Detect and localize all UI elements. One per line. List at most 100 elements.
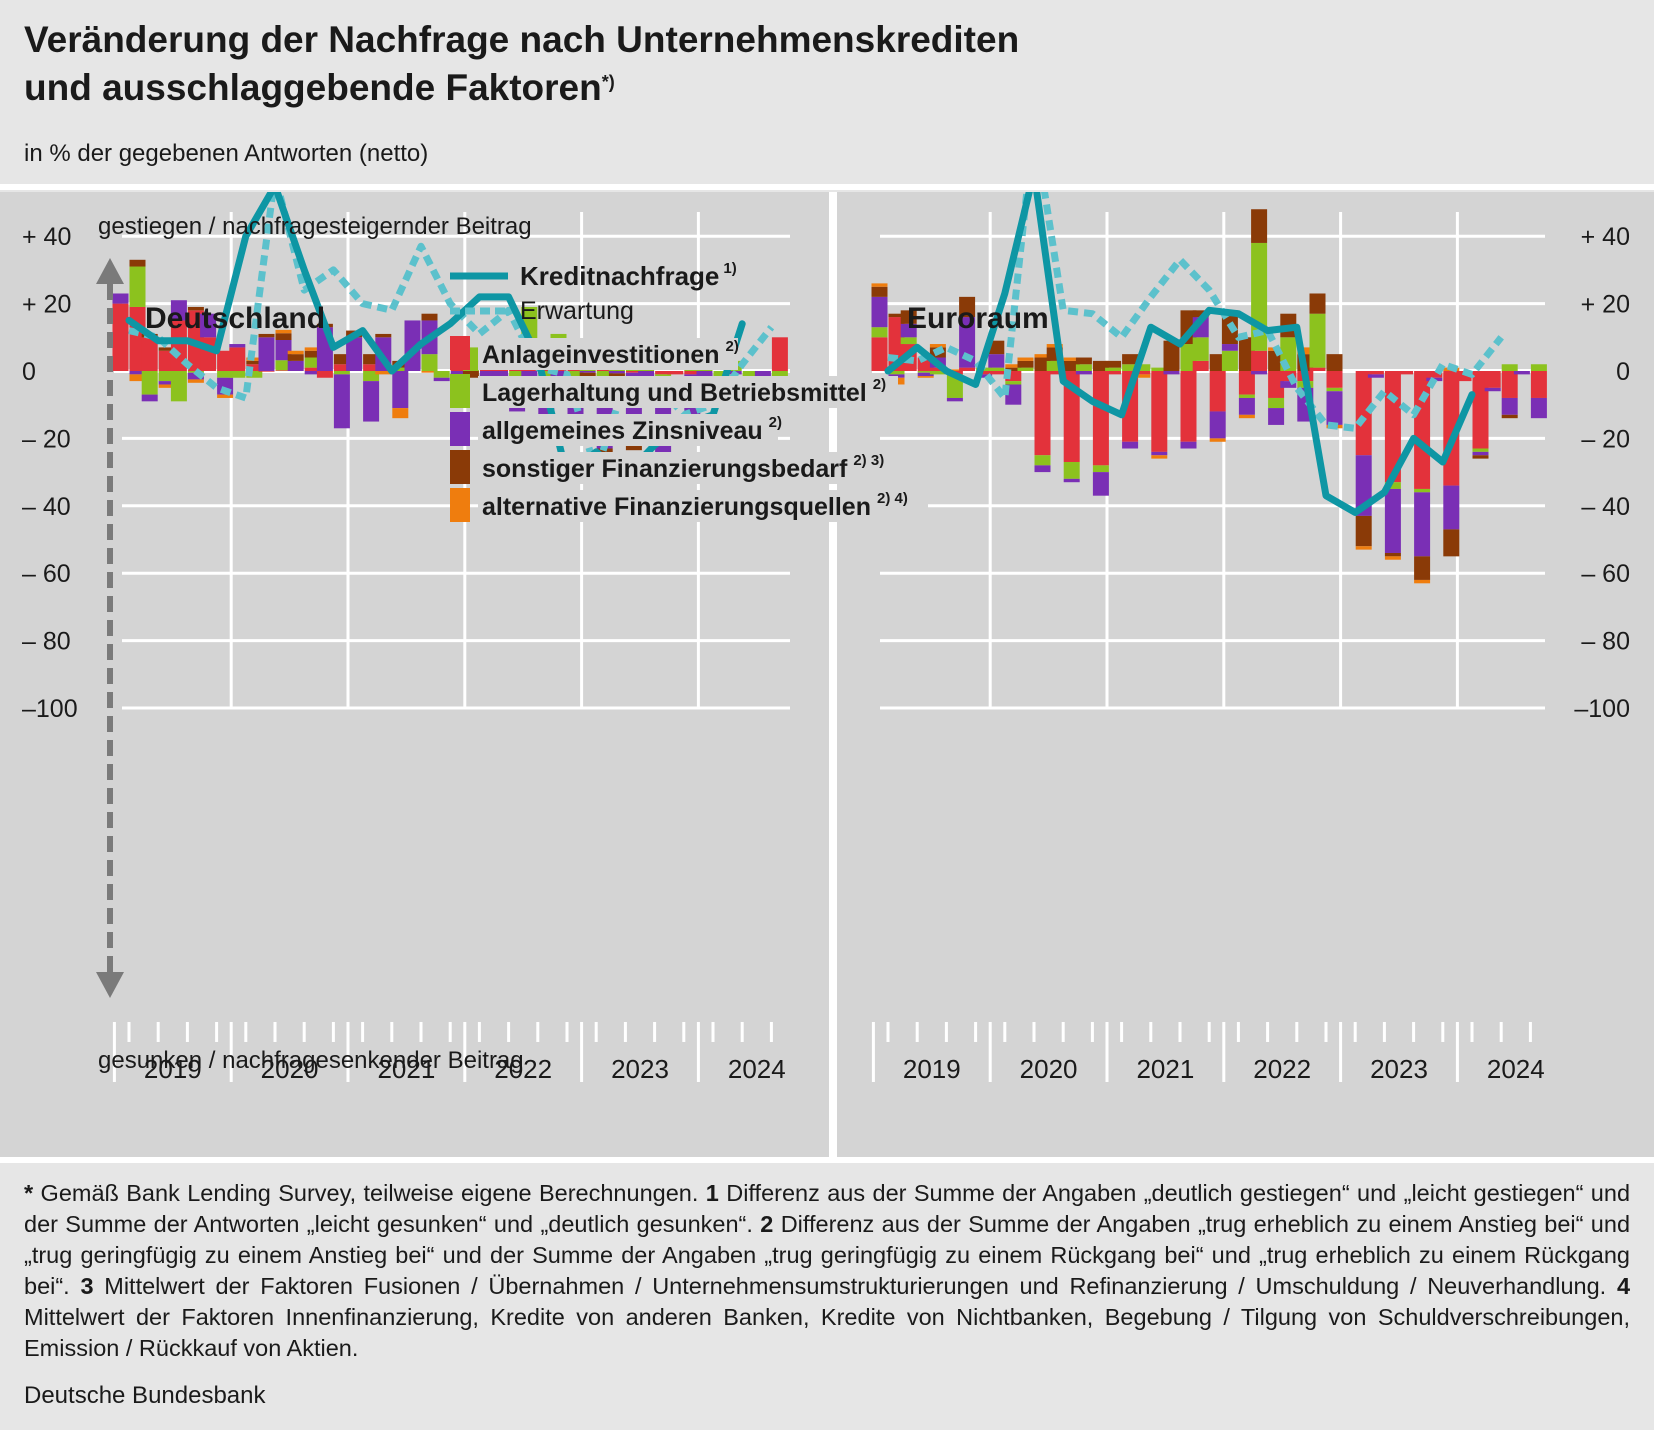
- legend-swatch-factor: [450, 412, 470, 446]
- bar-segment: [158, 371, 175, 382]
- bar-segment: [946, 397, 963, 402]
- bar-segment: [421, 313, 438, 321]
- bar-segment: [988, 371, 1005, 375]
- legend-label-bg: [478, 338, 738, 370]
- bar-segment: [392, 371, 409, 409]
- bar-segment: [1384, 488, 1401, 553]
- bar-segment: [900, 310, 917, 324]
- bar-segment: [917, 371, 934, 373]
- bar-segment: [1414, 488, 1431, 493]
- top-rule: [0, 184, 1654, 190]
- bar-segment: [900, 323, 917, 338]
- bar-segment: [1092, 360, 1109, 371]
- bar-segment: [1151, 371, 1168, 452]
- panel-title-euroraum: Euroraum: [907, 302, 1049, 335]
- bar-segment: [1092, 465, 1109, 473]
- bar-segment: [988, 367, 1005, 371]
- bar-segment: [433, 377, 450, 382]
- bar-segment: [684, 371, 701, 375]
- bar-segment: [1397, 371, 1414, 375]
- bar-segment: [1017, 357, 1034, 361]
- bar-segment: [871, 286, 888, 297]
- bar-segment: [1134, 371, 1151, 375]
- bar-segment: [375, 371, 392, 375]
- bar-segment: [217, 394, 234, 398]
- year-label: 2024: [728, 1054, 786, 1084]
- bar-segment: [1034, 455, 1051, 466]
- bar-segment: [1209, 438, 1226, 442]
- bar-segment: [771, 337, 788, 371]
- bar-segment: [275, 333, 292, 340]
- bar-segment: [392, 408, 409, 419]
- bar-segment: [521, 371, 538, 378]
- year-label: 2019: [903, 1054, 961, 1084]
- bar-segment: [917, 372, 934, 377]
- bar-segment: [871, 327, 888, 338]
- legend-label-expectation: Erwartung: [520, 297, 634, 325]
- fn-3-text: Mittelwert der Faktoren Fusionen / Übern…: [93, 1273, 1607, 1299]
- title-line-2: und ausschlaggebende Faktoren: [24, 67, 602, 108]
- bar-segment: [976, 374, 993, 378]
- y-tick-label-right: – 80: [1581, 628, 1630, 656]
- legend-swatch-factor: [450, 488, 470, 522]
- year-label: 2019: [144, 1054, 202, 1084]
- chart-background: [0, 192, 1654, 1157]
- arrow-top-label: gestiegen / nachfragesteigernder Beitrag: [98, 213, 532, 240]
- title-line-1: Veränderung der Nachfrage nach Unternehm…: [24, 19, 1020, 60]
- y-tick-label-right: – 20: [1581, 425, 1630, 453]
- bar-segment: [1326, 391, 1343, 425]
- bar-segment: [363, 364, 380, 371]
- fn-4-number: 4: [1616, 1273, 1631, 1299]
- bar-segment: [158, 350, 175, 371]
- bar-segment: [1005, 364, 1022, 368]
- bar-segment: [509, 371, 526, 378]
- bar-segment: [229, 344, 246, 348]
- bar-segment: [1192, 310, 1209, 318]
- fn-1-number: 1: [705, 1180, 719, 1206]
- bar-segment: [275, 360, 292, 371]
- arrow-bottom-label: gesunken / nachfragesenkender Beitrag: [98, 1047, 524, 1074]
- bar-segment: [333, 374, 350, 429]
- bar-segment: [1414, 492, 1431, 557]
- bar-segment: [112, 303, 129, 371]
- bar-segment: [1484, 371, 1501, 388]
- bar-segment: [1046, 344, 1063, 348]
- legend-label-factor: alternative Finanzierungsquellen 2) 4): [482, 490, 908, 521]
- bar-segment: [1209, 411, 1226, 439]
- bar-segment: [871, 283, 888, 287]
- legend-label-bg: [478, 490, 928, 522]
- legend-swatch-factor: [450, 450, 470, 484]
- bar-segment: [392, 367, 409, 371]
- bar-segment: [959, 367, 976, 371]
- bar-segment: [1251, 209, 1268, 243]
- bar-segment: [1443, 485, 1460, 530]
- bar-segment: [421, 354, 438, 371]
- bar-segment: [170, 371, 187, 402]
- bar-segment: [333, 371, 350, 375]
- bar-segment: [1280, 381, 1297, 388]
- bar-segment: [1105, 360, 1122, 368]
- bar-segment: [900, 337, 917, 345]
- bar-segment: [1180, 441, 1197, 449]
- bar-segment: [275, 370, 292, 371]
- y-tick-label-left: – 40: [22, 493, 71, 521]
- bar-segment: [1268, 350, 1285, 371]
- bar-segment: [141, 371, 158, 395]
- bar-segment: [1238, 397, 1255, 415]
- bar-segment: [1268, 371, 1285, 398]
- bar-segment: [1063, 461, 1080, 479]
- bar-segment: [333, 364, 350, 371]
- year-label: 2022: [494, 1054, 552, 1084]
- fn-4-text: Mittelwert der Faktoren Innenfinanzierun…: [24, 1304, 1630, 1361]
- footnotes: * Gemäß Bank Lending Survey, teilweise e…: [24, 1178, 1630, 1364]
- bar-segment: [1238, 371, 1255, 395]
- bar-segment: [304, 357, 321, 368]
- chart-area: +100+100+ 80+ 80+ 60+ 60+ 40+ 40+ 20+ 20…: [0, 192, 1654, 1157]
- bar-segment: [1455, 371, 1472, 382]
- title-footnote-mark: *): [601, 72, 615, 92]
- bar-segment: [1034, 354, 1051, 358]
- panel-divider: [829, 192, 837, 1157]
- bar-segment: [1092, 371, 1109, 466]
- panel-title-deutschland: Deutschland: [145, 302, 325, 335]
- expectation-line: [887, 192, 1504, 432]
